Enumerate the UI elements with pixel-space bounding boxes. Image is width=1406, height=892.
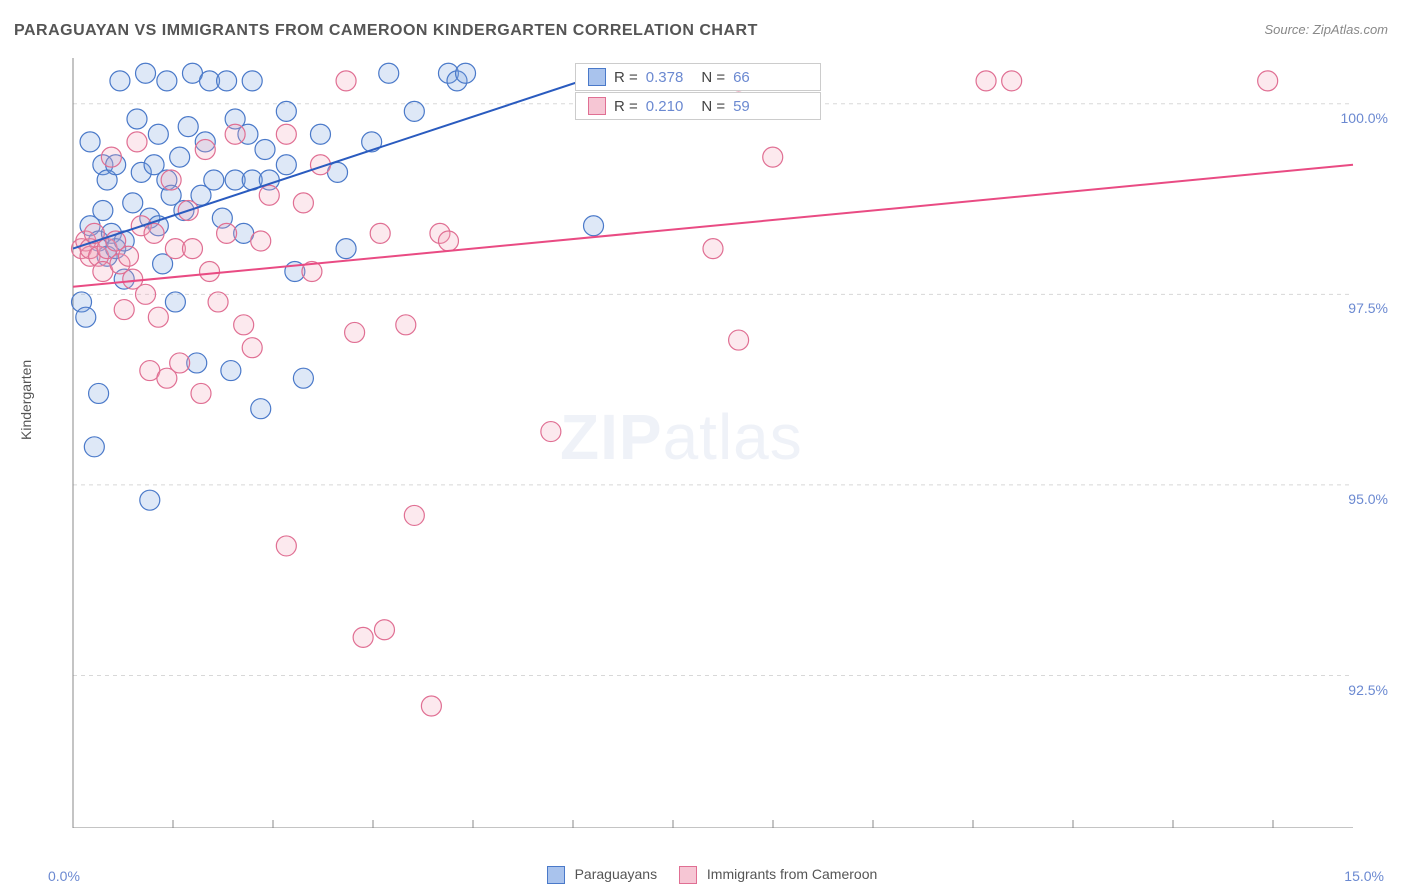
legend-label: Paraguayans: [575, 866, 658, 882]
y-tick-label: 97.5%: [1348, 300, 1388, 316]
n-value: 66: [733, 69, 750, 86]
legend-label: Immigrants from Cameroon: [707, 866, 877, 882]
bottom-legend: Paraguayans Immigrants from Cameroon: [0, 866, 1406, 884]
legend-swatch-icon: [547, 866, 565, 884]
scatter-chart: [48, 58, 1378, 828]
stat-box-series-0: R = 0.378 N = 66: [575, 63, 821, 91]
stat-box-series-1: R = 0.210 N = 59: [575, 92, 821, 120]
y-tick-label: 92.5%: [1348, 682, 1388, 698]
n-label: N =: [701, 69, 725, 86]
stat-swatch-icon: [588, 68, 606, 86]
source-label: Source: ZipAtlas.com: [1264, 22, 1388, 37]
r-label: R =: [614, 69, 638, 86]
stat-swatch-icon: [588, 97, 606, 115]
y-tick-label: 95.0%: [1348, 491, 1388, 507]
legend-swatch-icon: [679, 866, 697, 884]
n-label: N =: [701, 98, 725, 115]
y-axis-label: Kindergarten: [18, 360, 34, 440]
n-value: 59: [733, 98, 750, 115]
r-label: R =: [614, 98, 638, 115]
r-value: 0.210: [646, 98, 684, 115]
page-title: PARAGUAYAN VS IMMIGRANTS FROM CAMEROON K…: [14, 22, 758, 40]
r-value: 0.378: [646, 69, 684, 86]
y-tick-label: 100.0%: [1341, 110, 1388, 126]
